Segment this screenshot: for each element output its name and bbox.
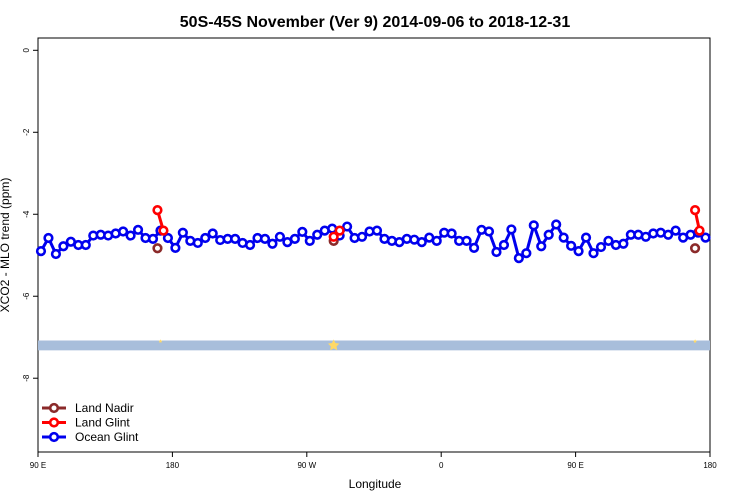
ocean-glint-point	[304, 235, 315, 247]
ocean-glint-point	[618, 238, 629, 249]
ocean-glint-point	[603, 235, 614, 247]
ocean-glint-point	[491, 246, 502, 258]
data-coverage-band	[38, 340, 710, 351]
star-marker	[693, 339, 697, 343]
ocean-glint-point	[416, 237, 427, 248]
ocean-glint-point	[125, 230, 136, 241]
chart-title: 50S-45S November (Ver 9) 2014-09-06 to 2…	[180, 14, 571, 31]
star-marker	[158, 339, 163, 343]
ocean-glint-point	[58, 241, 69, 252]
land-glint-point	[158, 225, 169, 236]
ocean-glint-point	[342, 221, 353, 232]
y-tick-label: -6	[22, 292, 31, 300]
ocean-glint-point	[244, 239, 256, 251]
y-tick-label: -2	[22, 128, 31, 136]
land-nadir-point	[152, 243, 163, 254]
ocean-glint-point	[259, 233, 271, 244]
ocean-glint-point	[312, 229, 323, 240]
ocean-glint-point	[118, 226, 129, 237]
ocean-glint-point	[35, 246, 47, 257]
plot-frame	[37, 37, 711, 453]
ocean-glint-point	[551, 219, 562, 230]
ocean-glint-point	[289, 233, 300, 244]
land-nadir-legend-marker	[48, 402, 60, 414]
y-axis-label: XCO2 - MLO trend (ppm)	[0, 178, 12, 313]
ocean-glint-point	[461, 235, 472, 247]
ocean-glint-point	[663, 229, 674, 240]
ocean-glint-legend-marker	[48, 431, 60, 443]
ocean-glint-point	[521, 248, 532, 259]
land-nadir-legend-label: Land Nadir	[75, 401, 134, 415]
land-glint-legend-label: Land Glint	[75, 416, 130, 430]
x-tick-label: 90 E	[30, 461, 46, 470]
ocean-glint-point	[543, 229, 554, 240]
ocean-glint-point	[670, 225, 681, 236]
ocean-glint-point	[177, 227, 188, 238]
ocean-glint-point	[536, 241, 547, 252]
ocean-glint-point	[267, 238, 278, 249]
ocean-glint-legend-label: Ocean Glint	[75, 430, 139, 444]
ocean-glint-point	[207, 228, 218, 239]
y-tick-label: -4	[22, 210, 31, 218]
land-glint-point	[328, 231, 339, 242]
ocean-glint-point	[162, 232, 174, 244]
ocean-glint-point	[170, 242, 181, 253]
ocean-glint-point	[230, 233, 241, 244]
y-tick-label: 0	[22, 48, 31, 53]
x-tick-label: 90 W	[297, 461, 316, 470]
ocean-glint-point	[371, 225, 383, 236]
land-glint-point	[152, 205, 163, 216]
x-tick-label: 0	[439, 461, 444, 470]
x-tick-label: 90 E	[567, 461, 583, 470]
ocean-glint-point	[192, 237, 203, 249]
x-axis-label: Longitude	[349, 477, 402, 491]
land-glint-point	[694, 225, 705, 236]
ocean-glint-point	[468, 242, 480, 253]
ocean-glint-point	[446, 228, 457, 239]
ocean-glint-point	[132, 224, 144, 235]
ocean-glint-point	[147, 233, 159, 244]
ocean-glint-point	[506, 224, 517, 235]
ocean-glint-point	[43, 232, 54, 244]
land-glint-legend-marker	[48, 417, 60, 428]
ocean-glint-point	[50, 248, 62, 260]
ocean-glint-point	[566, 240, 577, 251]
ocean-glint-point	[528, 220, 539, 231]
ocean-glint-point	[297, 226, 308, 237]
ocean-glint-point	[80, 239, 91, 251]
x-tick-label: 180	[703, 461, 717, 470]
ocean-glint-point	[498, 239, 510, 251]
x-tick-label: 180	[166, 461, 180, 470]
ocean-glint-point	[431, 235, 442, 247]
ocean-glint-point	[700, 232, 711, 243]
land-nadir-point	[689, 243, 701, 254]
ocean-glint-point	[595, 241, 607, 253]
y-tick-label: -8	[22, 374, 31, 382]
ocean-glint-point	[558, 232, 569, 243]
ocean-glint-point	[274, 231, 286, 242]
ocean-glint-point	[513, 253, 524, 264]
ocean-glint-point	[483, 226, 495, 237]
ocean-glint-point	[588, 248, 599, 259]
ocean-glint-point	[356, 231, 368, 242]
ocean-glint-point	[573, 246, 584, 257]
ocean-glint-point	[200, 232, 211, 244]
ocean-glint-point	[580, 232, 592, 243]
land-glint-point	[334, 225, 345, 236]
star-marker	[328, 339, 340, 351]
land-glint-point	[689, 205, 701, 216]
